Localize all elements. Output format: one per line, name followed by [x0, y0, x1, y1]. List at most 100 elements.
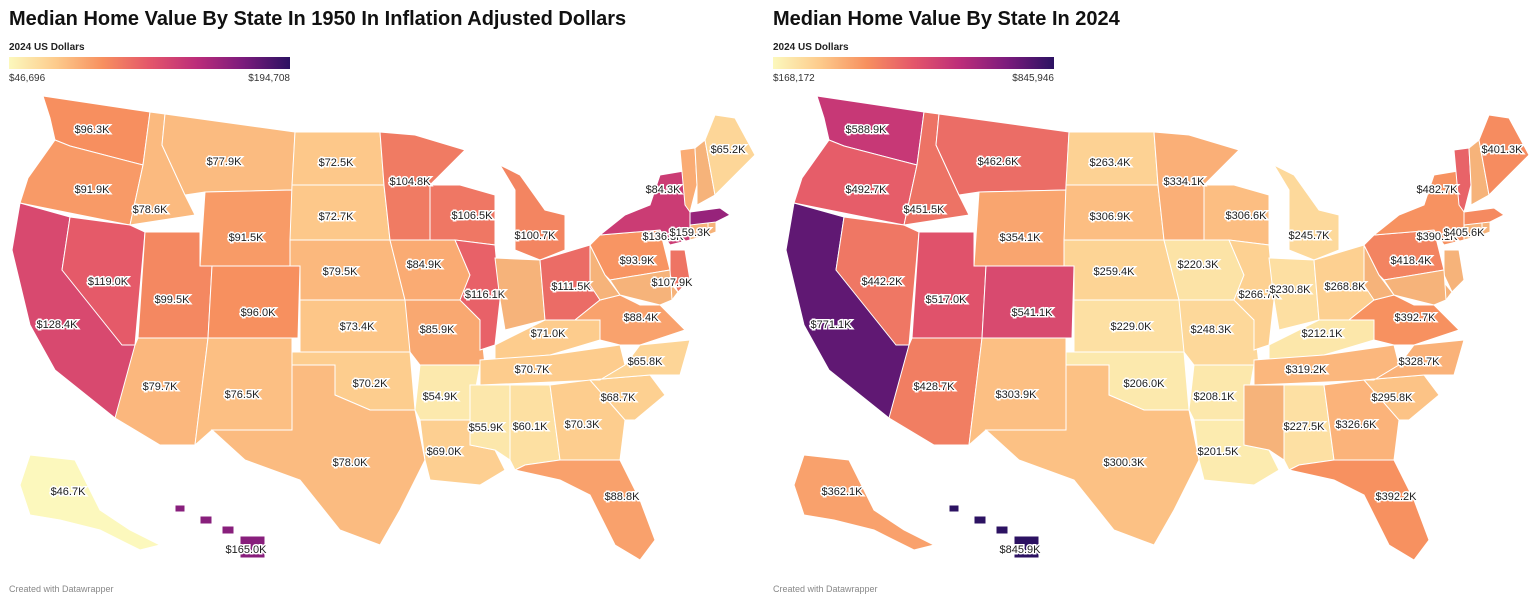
credit-footer[interactable]: Created with Datawrapper: [9, 584, 114, 594]
state-value-label-wi: $306.6K: [1226, 210, 1268, 222]
state-value-label-ky: $71.0K: [531, 328, 567, 340]
state-value-label-wy: $91.5K: [229, 232, 265, 244]
state-value-halo: $78.6K: [133, 204, 169, 216]
state-fl[interactable]: [513, 459, 656, 561]
state-me[interactable]: [704, 114, 756, 197]
state-value-halo: $72.7K: [319, 211, 355, 223]
state-ga[interactable]: [1323, 379, 1400, 461]
state-value-label-tx: $300.3K: [1104, 457, 1146, 469]
state-mi[interactable]: [498, 163, 566, 261]
state-value-halo: $70.3K: [565, 419, 601, 431]
state-ak[interactable]: [19, 454, 162, 551]
state-ak[interactable]: [793, 454, 936, 551]
state-value-label-co: $541.1K: [1012, 307, 1054, 319]
state-wy[interactable]: [973, 189, 1067, 267]
state-value-label-nc: $328.7K: [1399, 356, 1441, 368]
state-value-label-id: $78.6K: [133, 204, 169, 216]
state-value-label-sd: $306.9K: [1090, 211, 1132, 223]
state-value-halo: $69.0K: [427, 446, 463, 458]
state-value-halo: $76.5K: [225, 389, 261, 401]
state-value-label-oh: $268.8K: [1325, 281, 1367, 293]
state-value-halo: $517.0K: [926, 294, 968, 306]
state-wy[interactable]: [199, 189, 293, 267]
state-hi[interactable]: [174, 504, 266, 559]
legend-max-label: $845,946: [1012, 73, 1054, 84]
state-value-halo: $84.3K: [646, 184, 682, 196]
state-value-label-mn: $104.8K: [390, 176, 432, 188]
state-nc[interactable]: [1363, 339, 1465, 381]
state-value-label-vt: $482.7K: [1417, 184, 1459, 196]
state-value-label-la: $201.5K: [1198, 446, 1240, 458]
state-value-halo: $771.1K: [811, 319, 853, 331]
labels-layer: $96.3K$96.3K$91.9K$91.9K$128.4K$128.4K$1…: [35, 122, 748, 557]
state-in[interactable]: [1268, 257, 1320, 331]
state-value-halo: $78.0K: [333, 457, 369, 469]
legend-gradient: [9, 57, 290, 69]
state-value-halo: $541.1K: [1012, 307, 1054, 319]
state-co[interactable]: [207, 265, 301, 339]
state-value-halo: $106.5K: [452, 210, 494, 222]
state-value-halo: $54.9K: [423, 391, 459, 403]
state-value-halo: $354.1K: [1000, 232, 1042, 244]
labels-layer: $588.9K$588.9K$492.7K$492.7K$771.1K$771.…: [809, 122, 1525, 557]
map-panel-2024: $588.9K $588.9K $492.7K $492.7K $771.1K $771.…: [764, 0, 1530, 606]
credit-footer[interactable]: Created with Datawrapper: [773, 584, 878, 594]
state-ma[interactable]: [689, 207, 731, 226]
state-mi[interactable]: [1272, 163, 1340, 261]
state-mt[interactable]: [935, 113, 1070, 196]
state-value-halo: $70.2K: [353, 378, 389, 390]
state-value-halo: $263.4K: [1090, 157, 1132, 169]
state-value-halo: $100.7K: [515, 230, 557, 242]
state-value-label-wi: $106.5K: [452, 210, 494, 222]
state-value-label-ne: $79.5K: [323, 266, 359, 278]
state-co[interactable]: [981, 265, 1075, 339]
choropleth-map-1950[interactable]: $96.3K$96.3K$91.9K$91.9K$128.4K$128.4K$1…: [0, 0, 760, 606]
state-value-label-sc: $295.8K: [1372, 392, 1414, 404]
state-value-label-va: $392.7K: [1395, 312, 1437, 324]
state-ga[interactable]: [549, 379, 626, 461]
state-vt[interactable]: [1453, 147, 1472, 214]
state-value-halo: $326.6K: [1336, 419, 1378, 431]
state-nc[interactable]: [589, 339, 691, 381]
state-value-label-nd: $263.4K: [1090, 157, 1132, 169]
state-value-halo: $128.4K: [37, 319, 79, 331]
state-value-label-ar: $208.1K: [1194, 391, 1236, 403]
state-mt[interactable]: [161, 113, 296, 196]
state-value-halo: $107.9K: [652, 277, 694, 289]
state-value-label-sc: $68.7K: [601, 392, 637, 404]
state-value-label-mo: $248.3K: [1191, 324, 1233, 336]
state-value-halo: $462.6K: [978, 156, 1020, 168]
state-value-label-fl: $392.2K: [1376, 491, 1418, 503]
state-in[interactable]: [494, 257, 546, 331]
state-value-label-ca: $771.1K: [811, 319, 853, 331]
state-value-halo: $111.5K: [551, 281, 591, 293]
state-value-halo: $334.1K: [1164, 176, 1206, 188]
state-fl[interactable]: [1287, 459, 1430, 561]
state-md[interactable]: [1383, 269, 1447, 306]
state-value-halo: $451.5K: [904, 204, 946, 216]
state-hi[interactable]: [948, 504, 1040, 559]
choropleth-map-2024[interactable]: $588.9K$588.9K$492.7K$492.7K$771.1K$771.…: [764, 0, 1530, 606]
state-value-halo: $392.2K: [1376, 491, 1418, 503]
state-me[interactable]: [1478, 114, 1530, 197]
state-tx[interactable]: [210, 364, 426, 546]
state-value-label-in: $230.8K: [1270, 284, 1312, 296]
state-vt[interactable]: [679, 147, 698, 214]
state-value-label-al: $227.5K: [1284, 421, 1326, 433]
state-tx[interactable]: [984, 364, 1200, 546]
state-nh[interactable]: [1468, 139, 1490, 206]
state-value-halo: $230.8K: [1270, 284, 1312, 296]
state-value-halo: $79.5K: [323, 266, 359, 278]
state-ma[interactable]: [1463, 207, 1505, 226]
state-value-halo: $93.9K: [620, 255, 656, 267]
state-value-label-ak: $46.7K: [51, 486, 87, 498]
state-value-label-ny: $136.3K: [643, 231, 685, 243]
state-nh[interactable]: [694, 139, 716, 206]
state-value-halo: $248.3K: [1191, 324, 1233, 336]
state-value-halo: $245.7K: [1289, 230, 1331, 242]
state-value-label-co: $96.0K: [241, 307, 277, 319]
state-value-label-ia: $84.9K: [407, 259, 443, 271]
state-value-halo: $362.1K: [822, 486, 864, 498]
state-value-halo: $96.0K: [241, 307, 277, 319]
state-md[interactable]: [609, 269, 673, 306]
